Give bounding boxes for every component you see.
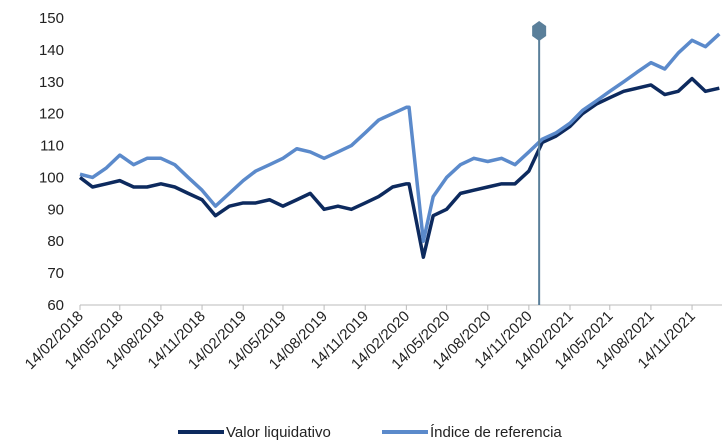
y-tick-label: 150 bbox=[39, 10, 64, 27]
y-tick-label: 140 bbox=[39, 42, 64, 59]
y-tick-label: 70 bbox=[47, 265, 64, 282]
series-line bbox=[78, 76, 720, 259]
y-tick-label: 100 bbox=[39, 169, 64, 186]
y-tick-label: 130 bbox=[39, 74, 64, 91]
y-tick-label: 90 bbox=[47, 201, 64, 218]
y-tick-label: 110 bbox=[40, 138, 64, 155]
legend-label: Valor liquidativo bbox=[226, 424, 331, 441]
y-tick-label: 120 bbox=[39, 106, 64, 123]
marker-head bbox=[532, 21, 547, 41]
series-line bbox=[79, 32, 721, 243]
y-tick-label: 80 bbox=[47, 233, 64, 250]
y-tick-label: 60 bbox=[47, 297, 64, 314]
legend-label: Índice de referencia bbox=[430, 424, 562, 441]
